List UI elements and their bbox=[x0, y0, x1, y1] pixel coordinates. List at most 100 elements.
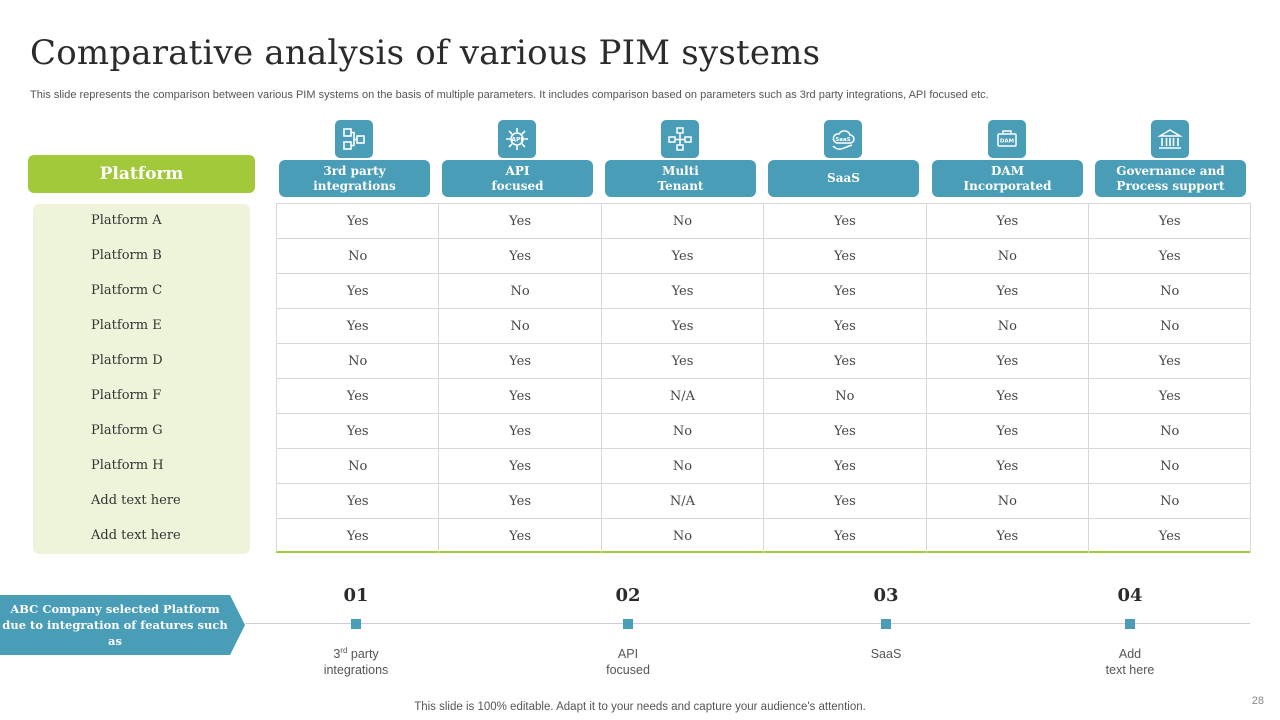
step-number: 04 bbox=[1117, 585, 1143, 606]
step-marker bbox=[623, 619, 633, 629]
table-cell: No bbox=[602, 519, 765, 553]
table-row: Yes No Yes Yes Yes No bbox=[277, 274, 1252, 309]
network-icon bbox=[661, 120, 699, 158]
table-cell: No bbox=[1089, 274, 1252, 308]
table-cell: No bbox=[927, 309, 1089, 343]
platform-row-label: Platform D bbox=[91, 353, 163, 368]
dam-icon: DAM bbox=[988, 120, 1026, 158]
selection-banner: ABC Company selected Platform due to int… bbox=[0, 595, 245, 655]
timeline-step: 03 SaaS bbox=[826, 585, 946, 662]
timeline-step: 02 API focused bbox=[568, 585, 688, 678]
platform-row-label: Platform H bbox=[91, 458, 164, 473]
table-cell: No bbox=[764, 379, 927, 413]
government-building-icon bbox=[1151, 120, 1189, 158]
table-cell: No bbox=[602, 414, 765, 448]
table-cell: Yes bbox=[764, 344, 927, 378]
table-cell: No bbox=[927, 484, 1089, 518]
saas-cloud-icon: SaaS bbox=[824, 120, 862, 158]
table-row: Yes Yes No Yes Yes Yes bbox=[277, 519, 1252, 554]
table-cell: No bbox=[1089, 449, 1252, 483]
table-cell: Yes bbox=[439, 484, 602, 518]
step-label: API focused bbox=[606, 647, 650, 678]
table-cell: Yes bbox=[439, 379, 602, 413]
table-cell: Yes bbox=[764, 484, 927, 518]
platform-row-label: Platform B bbox=[91, 248, 162, 263]
table-cell: Yes bbox=[277, 484, 440, 518]
table-cell: No bbox=[277, 449, 440, 483]
table-cell: Yes bbox=[764, 274, 927, 308]
table-cell: Yes bbox=[277, 274, 440, 308]
platform-header: Platform bbox=[28, 155, 255, 193]
platform-row-label: Add text here bbox=[91, 528, 181, 543]
page-title: Comparative analysis of various PIM syst… bbox=[30, 33, 821, 73]
table-row: No Yes Yes Yes Yes Yes bbox=[277, 344, 1252, 379]
column-header-label: Multi Tenant bbox=[605, 160, 756, 197]
page-subtitle: This slide represents the comparison bet… bbox=[30, 89, 989, 101]
platform-panel bbox=[33, 204, 250, 554]
step-marker bbox=[881, 619, 891, 629]
table-row: Yes Yes N/A Yes No No bbox=[277, 484, 1252, 519]
table-cell: Yes bbox=[602, 344, 765, 378]
table-cell: Yes bbox=[764, 309, 927, 343]
table-cell: Yes bbox=[1089, 239, 1252, 273]
table-row: Yes Yes No Yes Yes Yes bbox=[277, 204, 1252, 239]
column-header: Governance and Process support bbox=[1095, 120, 1247, 198]
step-label: 3rd party integrations bbox=[323, 646, 389, 678]
table-cell: Yes bbox=[764, 519, 927, 553]
table-cell: No bbox=[277, 344, 440, 378]
column-header-label: API focused bbox=[442, 160, 593, 197]
table-cell: Yes bbox=[439, 239, 602, 273]
table-cell: No bbox=[602, 204, 765, 238]
platform-row-label: Add text here bbox=[91, 493, 181, 508]
table-cell: Yes bbox=[602, 274, 765, 308]
table-row: Yes Yes N/A No Yes Yes bbox=[277, 379, 1252, 414]
table-cell: Yes bbox=[439, 414, 602, 448]
table-cell: Yes bbox=[927, 379, 1089, 413]
table-cell: N/A bbox=[602, 379, 765, 413]
column-header: DAM DAM Incorporated bbox=[932, 120, 1084, 198]
table-cell: Yes bbox=[927, 344, 1089, 378]
table-cell: Yes bbox=[1089, 344, 1252, 378]
step-marker bbox=[351, 619, 361, 629]
platform-row-label: Platform F bbox=[91, 388, 162, 403]
api-gear-icon: API bbox=[498, 120, 536, 158]
table-row: Yes Yes No Yes Yes No bbox=[277, 414, 1252, 449]
table-cell: Yes bbox=[927, 449, 1089, 483]
table-cell: Yes bbox=[277, 379, 440, 413]
table-cell: No bbox=[927, 239, 1089, 273]
table-cell: No bbox=[439, 309, 602, 343]
table-cell: No bbox=[277, 239, 440, 273]
table-row: Yes No Yes Yes No No bbox=[277, 309, 1252, 344]
table-row: No Yes Yes Yes No Yes bbox=[277, 239, 1252, 274]
table-cell: Yes bbox=[277, 414, 440, 448]
table-cell: Yes bbox=[764, 204, 927, 238]
timeline-step: 04 Add text here bbox=[1070, 585, 1190, 678]
step-label: SaaS bbox=[870, 647, 902, 662]
column-header: API API focused bbox=[442, 120, 594, 198]
step-number: 01 bbox=[343, 585, 369, 606]
table-cell: Yes bbox=[764, 239, 927, 273]
column-header: SaaS SaaS bbox=[768, 120, 920, 198]
platform-row-label: Platform G bbox=[91, 423, 163, 438]
table-cell: Yes bbox=[277, 309, 440, 343]
integration-icon bbox=[335, 120, 373, 158]
step-marker bbox=[1125, 619, 1135, 629]
table-cell: Yes bbox=[277, 204, 440, 238]
table-cell: Yes bbox=[927, 519, 1089, 553]
comparison-table: Yes Yes No Yes Yes Yes No Yes Yes Yes No Yes Yes No Ye… bbox=[276, 203, 1252, 554]
table-cell: Yes bbox=[439, 344, 602, 378]
table-cell: Yes bbox=[927, 274, 1089, 308]
table-cell: No bbox=[602, 449, 765, 483]
table-cell: No bbox=[439, 274, 602, 308]
table-cell: Yes bbox=[602, 239, 765, 273]
svg-text:API: API bbox=[511, 137, 522, 144]
table-cell: Yes bbox=[277, 519, 440, 553]
column-header-label: Governance and Process support bbox=[1095, 160, 1246, 197]
table-cell: Yes bbox=[439, 519, 602, 553]
table-row: No Yes No Yes Yes No bbox=[277, 449, 1252, 484]
step-label: Add text here bbox=[1105, 647, 1155, 678]
column-header-label: 3rd party integrations bbox=[279, 160, 430, 197]
platform-row-label: Platform E bbox=[91, 318, 162, 333]
table-cell: Yes bbox=[1089, 519, 1252, 553]
platform-row-label: Platform A bbox=[91, 213, 162, 228]
